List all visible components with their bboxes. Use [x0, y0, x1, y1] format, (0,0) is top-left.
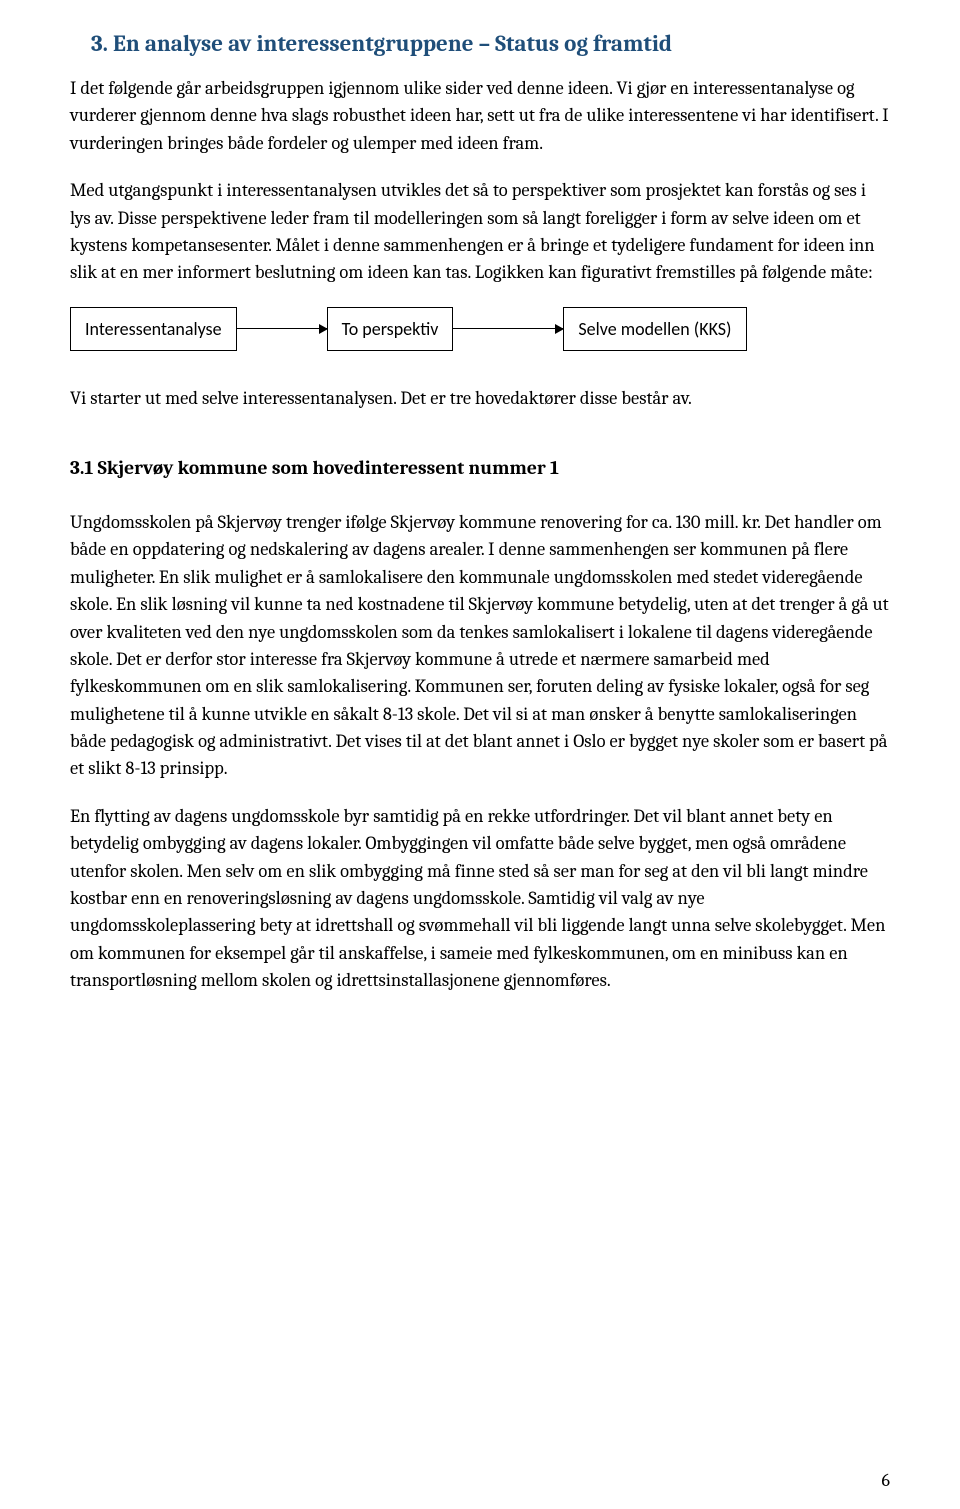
paragraph-intro-1: I det følgende går arbeidsgruppen igjenn… — [70, 75, 890, 157]
flowchart-node-1: Interessentanalyse — [70, 307, 237, 351]
page-number: 6 — [882, 1470, 890, 1491]
paragraph-body-1: Ungdomsskolen på Skjervøy trenger ifølge… — [70, 509, 890, 783]
flowchart-edge-1 — [237, 328, 327, 329]
flowchart-node-2: To perspektiv — [327, 307, 454, 351]
section-heading: 3. En analyse av interessentgruppene – S… — [70, 28, 890, 59]
paragraph-intro-2: Med utgangspunkt i interessentanalysen u… — [70, 177, 890, 287]
paragraph-after-diagram: Vi starter ut med selve interessentanaly… — [70, 385, 890, 412]
document-page: 3. En analyse av interessentgruppene – S… — [0, 0, 960, 1509]
subsection-heading: 3.1 Skjervøy kommune som hovedinteressen… — [70, 456, 890, 479]
paragraph-body-2: En flytting av dagens ungdomsskole byr s… — [70, 803, 890, 995]
flowchart-edge-2 — [453, 328, 563, 329]
flowchart-node-3: Selve modellen (KKS) — [563, 307, 746, 351]
arrow-right-icon — [319, 324, 328, 334]
arrow-right-icon — [555, 324, 564, 334]
flowchart-diagram: Interessentanalyse To perspektiv Selve m… — [70, 307, 890, 351]
